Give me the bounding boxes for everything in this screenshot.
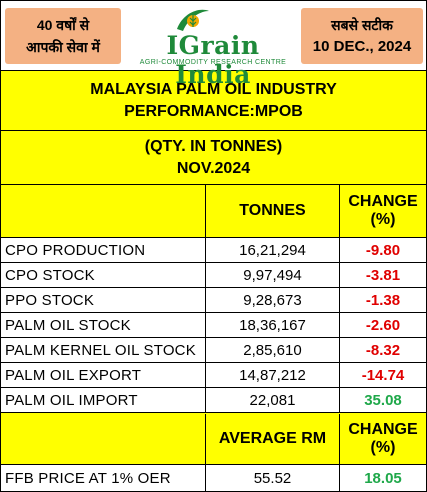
row-quantity: 9,28,673 [206, 288, 340, 312]
table-row: PALM KERNEL OIL STOCK 2,85,610 -8.32 [1, 338, 426, 363]
row-change: -1.38 [340, 288, 426, 312]
column-header-tonnes: TONNES [206, 185, 340, 237]
row-label: CPO STOCK [1, 263, 206, 287]
column-header-change: CHANGE (%) [340, 185, 426, 237]
row-quantity: 14,87,212 [206, 363, 340, 387]
table-row: CPO STOCK 9,97,494 -3.81 [1, 263, 426, 288]
date-badge: सबसे सटीक 10 DEC., 2024 [301, 8, 423, 64]
report-title-line1: MALAYSIA PALM OIL INDUSTRY [90, 80, 337, 98]
price-column-header-change-line2: (%) [370, 439, 396, 456]
row-change: 35.08 [340, 388, 426, 412]
table-row: PALM OIL EXPORT 14,87,212 -14.74 [1, 363, 426, 388]
column-header-average-rm: AVERAGE RM [206, 414, 340, 464]
row-label: PALM OIL EXPORT [1, 363, 206, 387]
price-header-blank-cell [1, 414, 206, 464]
row-label: CPO PRODUCTION [1, 238, 206, 262]
header-blank-cell [1, 185, 206, 237]
row-label: PALM OIL STOCK [1, 313, 206, 337]
row-change: -3.81 [340, 263, 426, 287]
ffb-price-change: 18.05 [340, 465, 426, 491]
ffb-price-label: FFB PRICE AT 1% OER [1, 465, 206, 491]
report-subtitle-row: (QTY. IN TONNES) NOV.2024 [1, 131, 426, 185]
price-column-header-change: CHANGE (%) [340, 414, 426, 464]
row-quantity: 16,21,294 [206, 238, 340, 262]
table-row: PALM OIL IMPORT 22,081 35.08 [1, 388, 426, 413]
grain-swoosh-icon [177, 9, 209, 31]
ffb-price-value: 55.52 [206, 465, 340, 491]
logo-name: IGrain India [166, 31, 260, 89]
table-row: PPO STOCK 9,28,673 -1.38 [1, 288, 426, 313]
igrain-logo: IGrain India AGRI-COMMODITY RESEARCH CEN… [130, 3, 296, 89]
logo-tagline: AGRI-COMMODITY RESEARCH CENTRE [139, 59, 287, 66]
row-label: PPO STOCK [1, 288, 206, 312]
ffb-price-row: FFB PRICE AT 1% OER 55.52 18.05 [1, 465, 426, 491]
table-row: PALM OIL STOCK 18,36,167 -2.60 [1, 313, 426, 338]
row-label: PALM OIL IMPORT [1, 388, 206, 412]
price-header-row: AVERAGE RM CHANGE (%) [1, 414, 426, 465]
table-header-row: TONNES CHANGE (%) [1, 185, 426, 238]
report-title-line2: PERFORMANCE:MPOB [124, 102, 303, 120]
row-change: -8.32 [340, 338, 426, 362]
row-quantity: 9,97,494 [206, 263, 340, 287]
row-quantity: 2,85,610 [206, 338, 340, 362]
service-badge-line2: आपकी सेवा में [26, 39, 100, 55]
price-column-header-change-line1: CHANGE [348, 421, 418, 438]
row-change: -9.80 [340, 238, 426, 262]
column-header-change-line1: CHANGE [348, 193, 418, 210]
quantity-unit: (QTY. IN TONNES) [144, 137, 283, 155]
row-label: PALM KERNEL OIL STOCK [1, 338, 206, 362]
row-change: -14.74 [340, 363, 426, 387]
report-date: 10 DEC., 2024 [312, 38, 412, 55]
date-badge-caption: सबसे सटीक [331, 17, 393, 33]
service-badge-line1: 40 वर्षों से [36, 17, 90, 33]
service-badge: 40 वर्षों से आपकी सेवा में [5, 8, 121, 64]
table-row: CPO PRODUCTION 16,21,294 -9.80 [1, 238, 426, 263]
row-change: -2.60 [340, 313, 426, 337]
row-quantity: 22,081 [206, 388, 340, 412]
report-title-row: MALAYSIA PALM OIL INDUSTRY PERFORMANCE:M… [1, 71, 426, 131]
report-period: NOV.2024 [176, 159, 251, 177]
header-banner: 40 वर्षों से आपकी सेवा में IGrain India … [1, 1, 426, 89]
row-quantity: 18,36,167 [206, 313, 340, 337]
column-header-change-line2: (%) [370, 211, 396, 228]
